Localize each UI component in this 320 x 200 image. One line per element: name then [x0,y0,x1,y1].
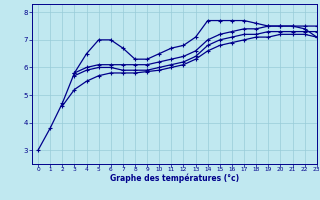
X-axis label: Graphe des températures (°c): Graphe des températures (°c) [110,174,239,183]
